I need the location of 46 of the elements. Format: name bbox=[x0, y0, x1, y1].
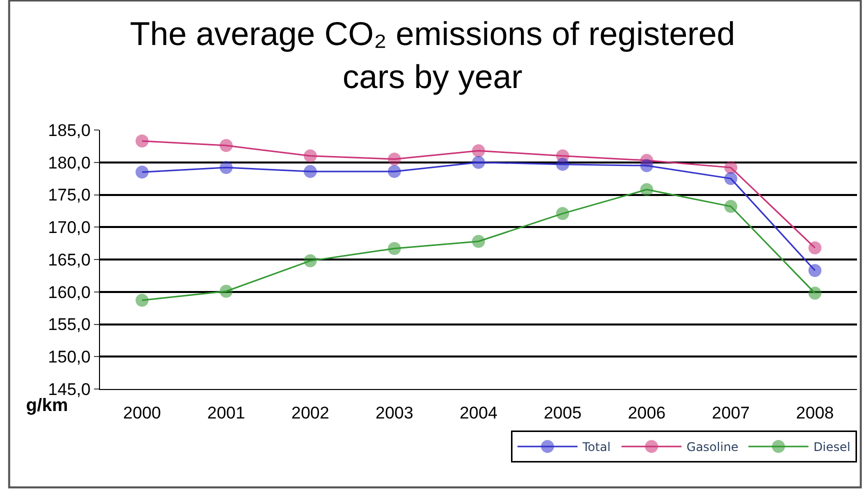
point bbox=[388, 242, 401, 255]
x-tick-label: 2008 bbox=[796, 403, 834, 422]
point bbox=[724, 172, 738, 186]
x-tick-label: 2005 bbox=[544, 403, 582, 422]
y-tick-label: 185,0 bbox=[48, 120, 91, 140]
point bbox=[304, 149, 317, 162]
x-tick-label: 2007 bbox=[712, 403, 750, 422]
point bbox=[388, 164, 401, 178]
point bbox=[388, 152, 401, 166]
point bbox=[472, 234, 485, 248]
legend-label: Total bbox=[582, 440, 611, 454]
point bbox=[808, 286, 822, 300]
point bbox=[136, 166, 149, 179]
point bbox=[220, 139, 233, 152]
point bbox=[472, 156, 485, 169]
chart-title: The average CO₂ emissions of registered cars by year bbox=[130, 14, 736, 95]
point bbox=[304, 164, 317, 178]
point bbox=[808, 241, 822, 254]
y-tick-label: 160,0 bbox=[48, 282, 91, 302]
point bbox=[556, 207, 570, 220]
x-tick-label: 2004 bbox=[460, 403, 498, 422]
point bbox=[724, 200, 738, 213]
point bbox=[220, 161, 233, 174]
y-tick-label: 170,0 bbox=[48, 218, 91, 238]
point bbox=[724, 161, 738, 174]
y-tick-label: 165,0 bbox=[48, 250, 91, 270]
point bbox=[472, 144, 485, 158]
y-tick-label: 155,0 bbox=[48, 315, 91, 334]
legend-label: Diesel bbox=[813, 440, 850, 454]
x-tick-label: 2006 bbox=[628, 403, 666, 422]
point bbox=[136, 294, 149, 307]
y-tick-label: 180,0 bbox=[48, 153, 91, 172]
point bbox=[640, 183, 654, 196]
point bbox=[220, 284, 233, 298]
x-tick-label: 2002 bbox=[291, 403, 330, 422]
x-tick-label: 2000 bbox=[123, 403, 161, 422]
legend-label: Gasoline bbox=[686, 440, 738, 454]
point bbox=[808, 264, 822, 278]
x-tick-label: 2003 bbox=[375, 403, 414, 422]
x-tick-label: 2001 bbox=[207, 403, 246, 422]
point bbox=[556, 158, 570, 171]
point bbox=[304, 254, 317, 268]
y-tick-label: 175,0 bbox=[48, 186, 91, 205]
y-tick-label: 150,0 bbox=[48, 348, 91, 367]
point bbox=[640, 159, 654, 172]
point bbox=[136, 134, 149, 148]
